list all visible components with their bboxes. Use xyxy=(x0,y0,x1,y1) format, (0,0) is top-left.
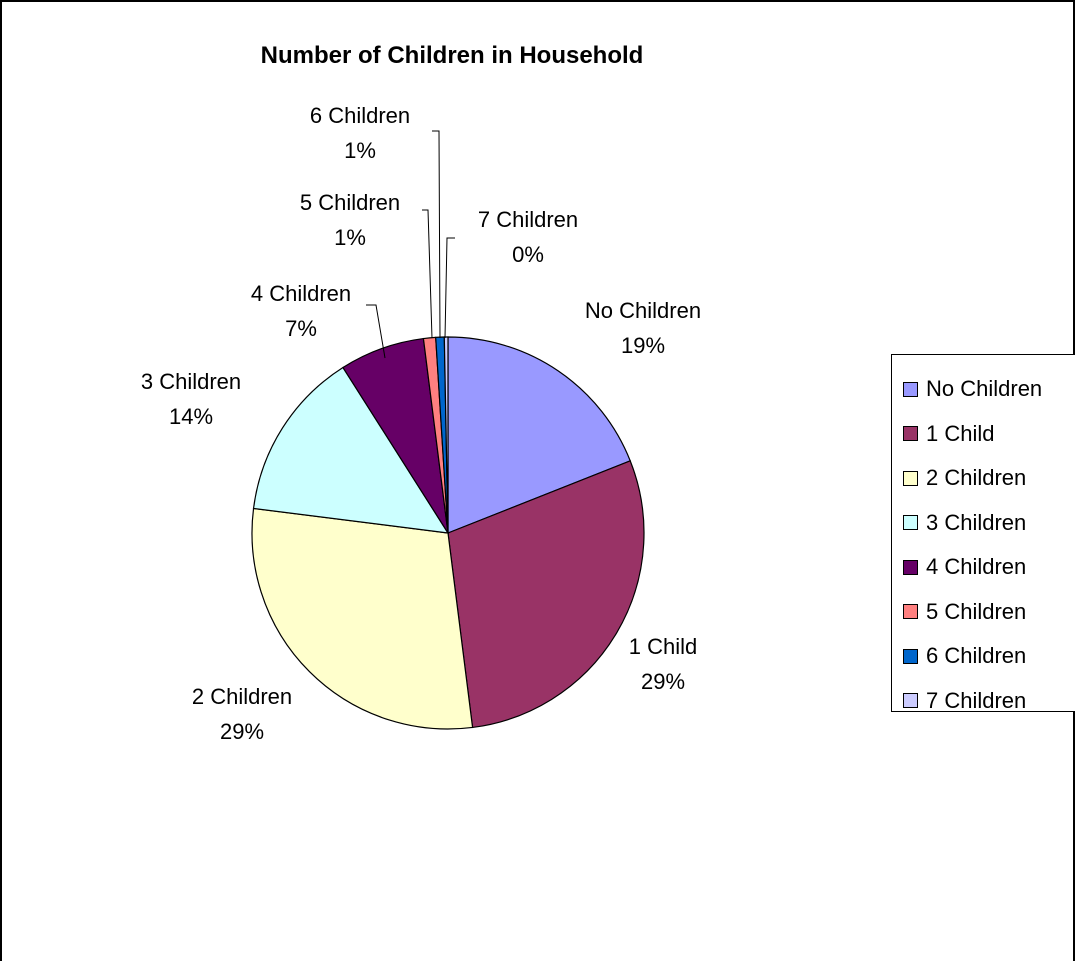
legend-item-1-child: 1 Child xyxy=(892,412,1075,457)
legend-label: 3 Children xyxy=(926,509,1027,535)
leader-line-5-children xyxy=(422,209,433,339)
slice-label-name: 1 Child xyxy=(629,634,697,659)
legend-label: 2 Children xyxy=(926,465,1027,491)
slice-label-no-children: No Children 19% xyxy=(585,298,701,358)
legend-label: No Children xyxy=(926,376,1043,402)
slice-2-children xyxy=(251,507,474,730)
legend-label: 1 Child xyxy=(926,420,995,446)
slice-label-name: 3 Children xyxy=(141,369,241,394)
slice-label-name: 6 Children xyxy=(310,103,410,128)
slice-label-6-children: 6 Children 1% xyxy=(310,103,410,163)
legend-item-2-children: 2 Children xyxy=(892,456,1075,501)
slice-label-percent: 0% xyxy=(512,242,544,267)
slice-label-3-children: 3 Children 14% xyxy=(141,369,241,429)
slice-label-percent: 19% xyxy=(621,333,665,358)
slice-label-percent: 29% xyxy=(641,669,685,694)
legend-item-6-children: 6 Children xyxy=(892,634,1075,679)
slice-label-name: 2 Children xyxy=(192,684,292,709)
slice-label-percent: 1% xyxy=(334,225,366,250)
slice-label-percent: 7% xyxy=(285,316,317,341)
chart-title: Number of Children in Household xyxy=(260,42,644,69)
leader-lines xyxy=(366,130,455,359)
legend-swatch xyxy=(903,604,918,620)
legend: No Children 1 Child 2 Children 3 Children 4 … xyxy=(891,354,1075,713)
slice-label-5-children: 5 Children 1% xyxy=(300,190,400,250)
legend-item-5-children: 5 Children xyxy=(892,590,1075,635)
pie-slices xyxy=(251,336,645,730)
slice-label-percent: 1% xyxy=(344,138,376,163)
slice-label-7-children: 7 Children 0% xyxy=(478,207,578,267)
slice-7-children xyxy=(443,336,449,534)
slice-no-children xyxy=(447,336,632,534)
legend-item-no-children: No Children xyxy=(892,367,1075,412)
slice-labels: No Children 19% 1 Child 29% 2 Children 29% 3 C… xyxy=(141,103,701,744)
slice-label-4-children: 4 Children 7% xyxy=(251,281,351,341)
leader-line-6-children xyxy=(432,130,441,339)
slice-label-1-child: 1 Child 29% xyxy=(629,634,697,694)
legend-swatch xyxy=(903,648,918,664)
legend-label: 5 Children xyxy=(926,598,1027,624)
slice-label-percent: 14% xyxy=(169,404,213,429)
leader-line-7-children xyxy=(444,237,455,339)
slice-label-2-children: 2 Children 29% xyxy=(192,684,292,744)
legend-swatch xyxy=(903,515,918,531)
legend-label: 7 Children xyxy=(926,687,1027,713)
legend-label: 6 Children xyxy=(926,643,1027,669)
slice-label-name: 7 Children xyxy=(478,207,578,232)
legend-swatch xyxy=(903,381,918,397)
legend-item-3-children: 3 Children xyxy=(892,501,1075,546)
legend-swatch xyxy=(903,559,918,575)
legend-label: 4 Children xyxy=(926,554,1027,580)
slice-3-children xyxy=(252,366,450,534)
legend-item-7-children: 7 Children xyxy=(892,679,1075,724)
leader-line-4-children xyxy=(366,304,386,359)
slice-label-name: 4 Children xyxy=(251,281,351,306)
legend-swatch xyxy=(903,426,918,442)
slice-label-percent: 29% xyxy=(220,719,264,744)
legend-swatch xyxy=(903,470,918,486)
slice-label-name: No Children xyxy=(585,298,701,323)
slice-label-name: 5 Children xyxy=(300,190,400,215)
legend-swatch xyxy=(903,693,918,709)
legend-item-4-children: 4 Children xyxy=(892,545,1075,590)
slice-1-child xyxy=(447,460,645,729)
